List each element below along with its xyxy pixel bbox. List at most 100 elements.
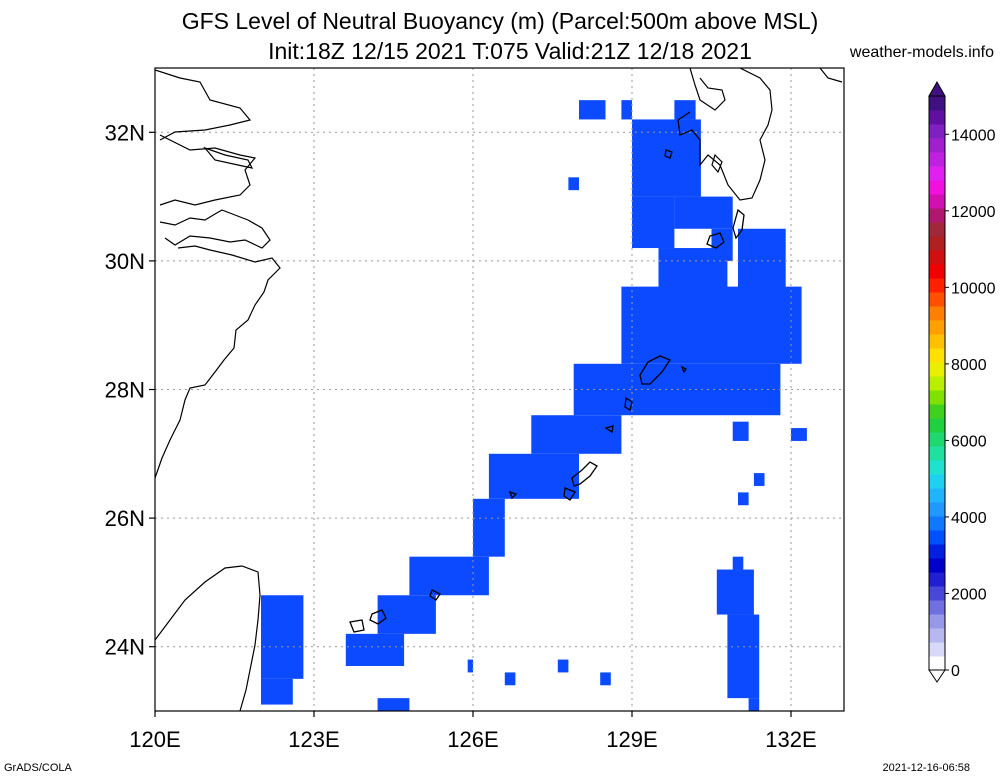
lat-tick-label: 26N (105, 506, 145, 531)
lon-tick-label: 120E (129, 727, 180, 752)
kyushu-bay (711, 153, 723, 174)
islands (349, 149, 745, 633)
colorbar-segment (929, 642, 945, 657)
field-cell-25 (716, 569, 754, 615)
colorbar-segment (929, 152, 945, 167)
colorbar-segment (929, 222, 945, 237)
field-cell-18 (261, 678, 293, 705)
lat-tick-label: 30N (105, 249, 145, 274)
latitude-axis: 24N 26N 28N 30N 32N (105, 120, 155, 660)
colorbar-segment (929, 376, 945, 391)
colorbar-label: 8000 (951, 357, 987, 374)
field-cell-22 (600, 672, 611, 686)
island-goto (664, 149, 673, 159)
field-cell-15 (377, 595, 436, 634)
footer-software: GrADS/COLA (4, 762, 72, 774)
colorbar-segment (929, 614, 945, 629)
colorbar-segment (929, 320, 945, 335)
field-cell-29 (732, 421, 749, 441)
colorbar-segment (929, 530, 945, 545)
field-cell-21 (557, 659, 569, 673)
field-cell-0 (579, 100, 606, 120)
colorbar-segment (929, 446, 945, 461)
map-title: GFS Level of Neutral Buoyancy (m) (Parce… (181, 8, 819, 34)
field-cell-4 (632, 196, 675, 249)
island-okinawa-south (563, 487, 576, 501)
island-amami (639, 355, 671, 385)
field-cell-31 (738, 492, 749, 506)
taiwan-coastline (155, 565, 261, 711)
field-cell-24 (568, 177, 579, 191)
field-cell-32 (791, 428, 807, 441)
colorbar-segment (929, 404, 945, 419)
island-tanegashima (732, 208, 745, 240)
colorbar-segment (929, 600, 945, 615)
field-cell-11 (531, 415, 622, 454)
colorbar-segment (929, 432, 945, 447)
colorbar-segment (929, 488, 945, 503)
colorbar-label: 4000 (951, 510, 987, 527)
colorbar-segment (929, 292, 945, 307)
field-cell-14 (409, 556, 489, 596)
colorbar-segment (929, 250, 945, 265)
source-credit: weather-models.info (849, 44, 994, 61)
island-ishigaki (369, 609, 387, 625)
colorbar: 0 2000 4000 6000 8000 10000 12000 14000 (928, 80, 996, 683)
colorbar-segment (929, 418, 945, 433)
colorbar-label: 2000 (951, 586, 987, 603)
map-subtitle: Init:18Z 12/15 2021 T:075 Valid:21Z 12/1… (268, 38, 752, 64)
colorbar-segment (929, 348, 945, 363)
colorbar-segment (929, 544, 945, 559)
field-cell-7 (658, 248, 728, 294)
field-cell-19 (377, 698, 410, 711)
colorbar-segment (929, 572, 945, 587)
colorbar-segment (929, 194, 945, 209)
colorbar-segment (929, 180, 945, 195)
colorbar-segment (929, 264, 945, 279)
island-miyako (429, 589, 441, 601)
buoyancy-field (261, 100, 807, 711)
colorbar-segment (929, 166, 945, 181)
field-cell-13 (473, 498, 505, 557)
colorbar-label: 12000 (951, 204, 996, 221)
lon-tick-label: 129E (606, 727, 657, 752)
longitude-axis: 120E 123E 126E 129E 132E (129, 711, 817, 752)
lat-tick-label: 24N (105, 635, 145, 660)
field-cell-5 (674, 196, 733, 229)
colorbar-segment (929, 306, 945, 321)
colorbar-frame (928, 95, 946, 671)
field-cell-1 (621, 100, 632, 120)
colorbar-segment (929, 390, 945, 405)
colorbar-segment (929, 110, 945, 125)
field-cell-20 (467, 659, 473, 673)
colorbar-segment (929, 474, 945, 489)
island-tokunoshima (624, 396, 633, 412)
field-cell-27 (727, 614, 760, 699)
china-estuary (203, 146, 254, 169)
footer-timestamp: 2021-12-16-06:58 (882, 762, 970, 774)
colorbar-segment (929, 460, 945, 475)
colorbar-segment (929, 558, 945, 573)
colorbar-segment (929, 236, 945, 251)
lon-tick-label: 132E (765, 727, 816, 752)
island-kikai (680, 365, 687, 374)
field-cell-28 (748, 698, 760, 711)
island-yakushima (706, 232, 725, 249)
island-kume (508, 490, 518, 500)
field-cell-30 (753, 473, 765, 486)
colorbar-label: 0 (951, 663, 960, 680)
coastlines (155, 68, 843, 711)
lon-tick-label: 126E (447, 727, 498, 752)
colorbar-max-arrow (928, 80, 946, 97)
colorbar-segment (929, 628, 945, 643)
colorbar-segment (929, 362, 945, 377)
field-cell-26 (732, 556, 744, 570)
colorbar-label: 14000 (951, 127, 996, 144)
china-coastline (155, 69, 281, 479)
colorbar-segment (929, 138, 945, 153)
field-cell-16 (345, 633, 405, 666)
colorbar-label: 10000 (951, 280, 996, 297)
colorbar-segment (929, 124, 945, 139)
field-cell-9 (621, 286, 802, 364)
